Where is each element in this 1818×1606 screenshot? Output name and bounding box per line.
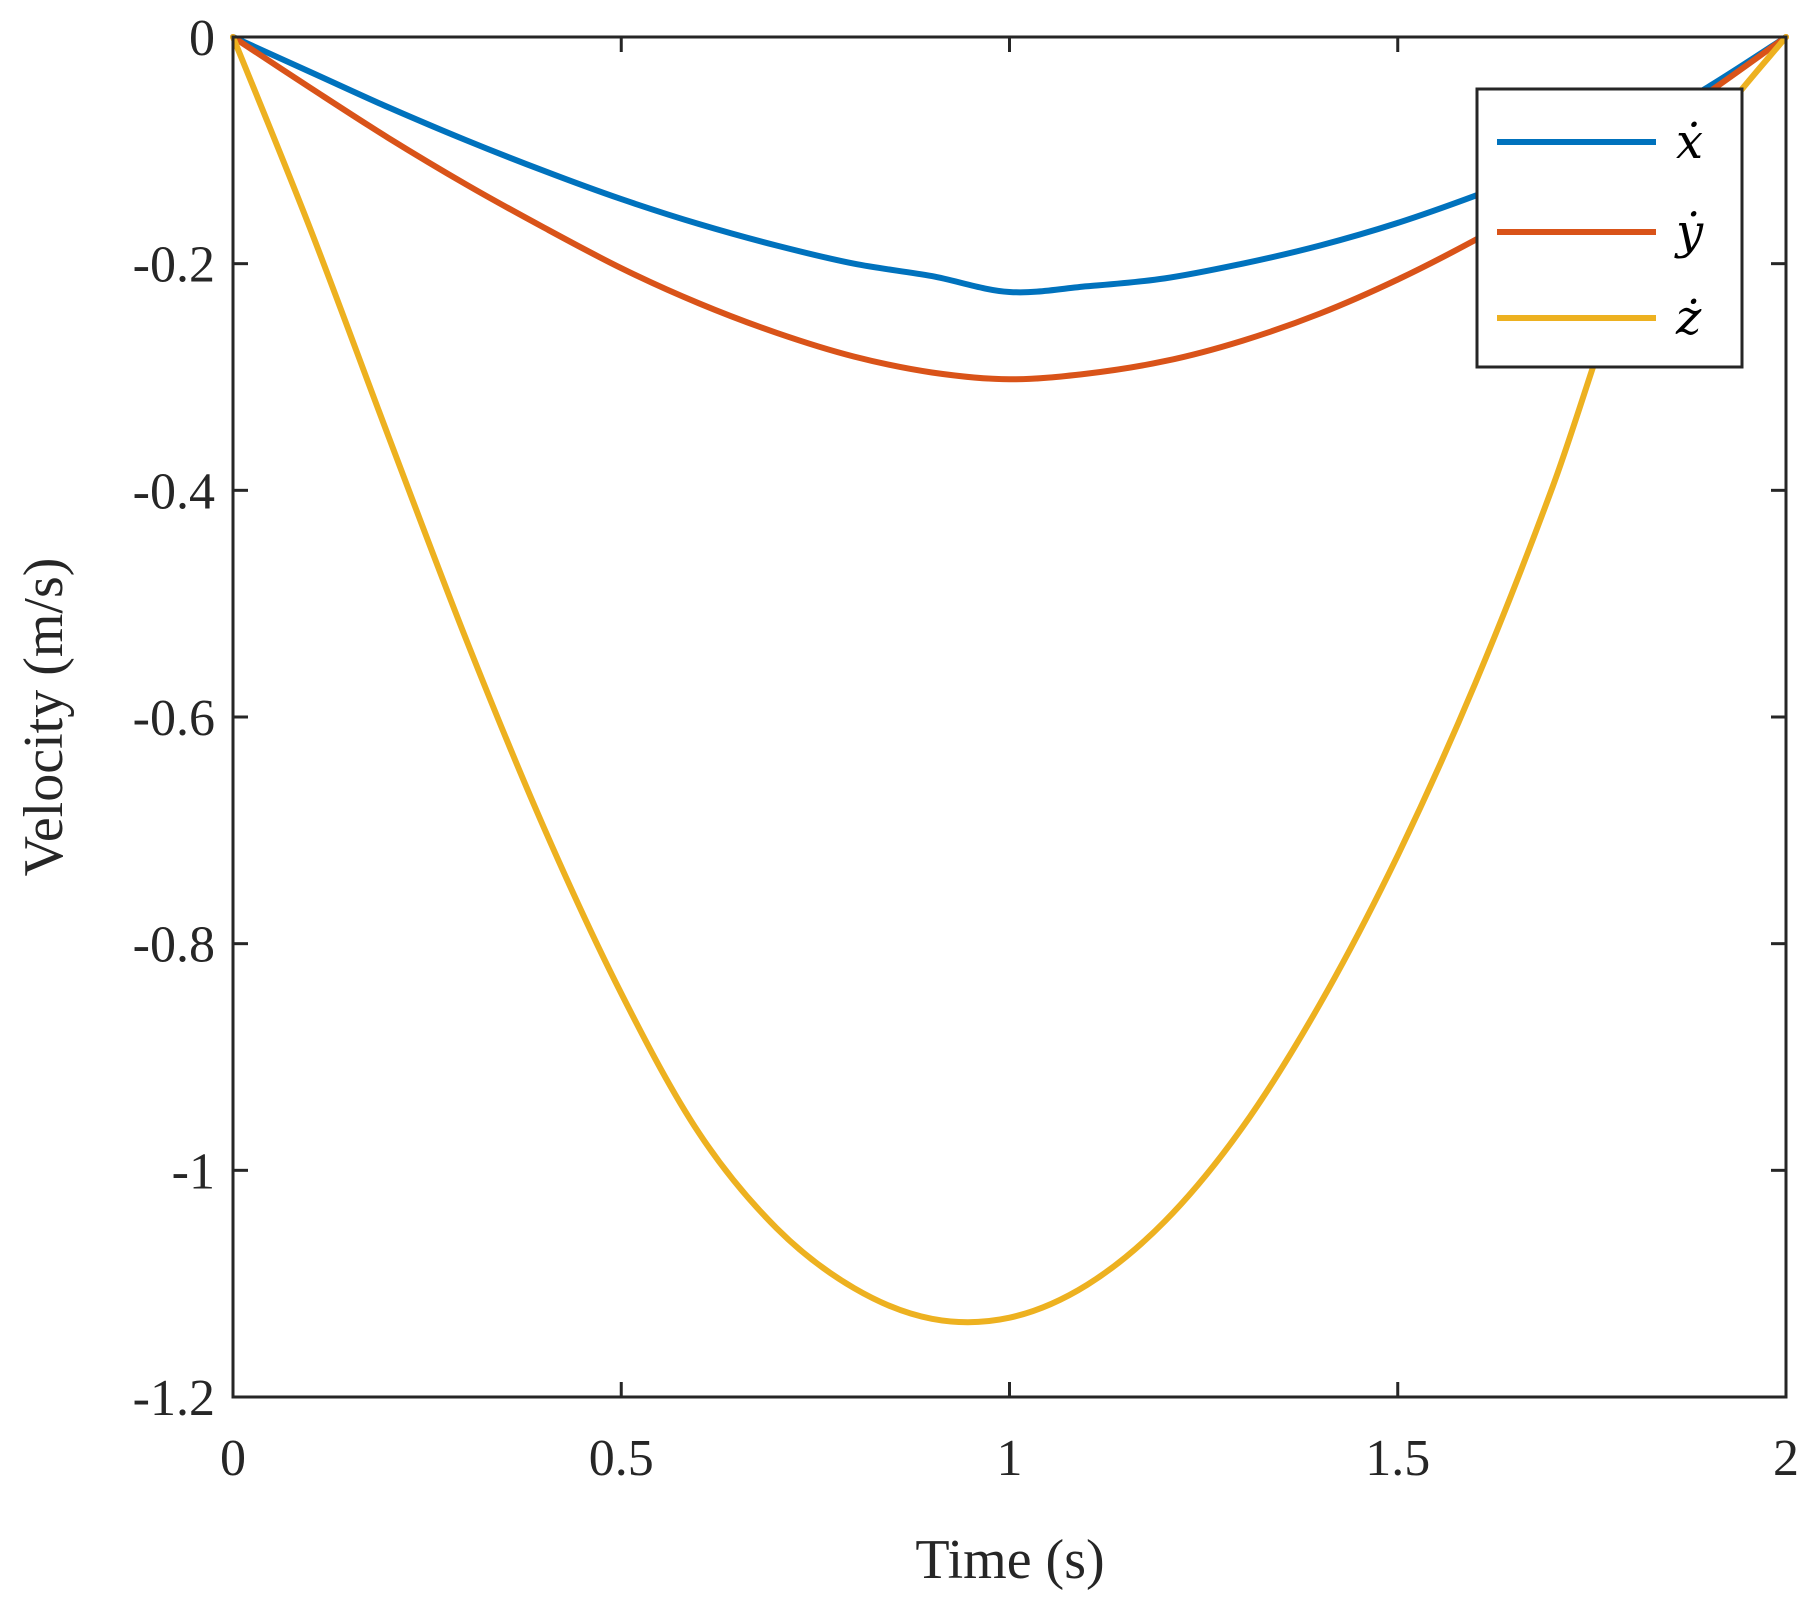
y-tick-label: -0.2 [133,237,215,294]
y-tick-label: -0.8 [133,917,215,974]
plot-frame [231,35,1788,1399]
y-axis-title: Velocity (m/s) [13,558,75,877]
legend-label-1: ẏ [1674,204,1704,260]
legend-label-0: ẋ [1676,114,1703,170]
x-axis-title: Time (s) [915,1529,1104,1591]
y-tick-label: -1.2 [133,1370,215,1427]
y-tick-label: -0.4 [133,463,215,520]
legend[interactable]: ẋẏż [1475,87,1744,369]
x-tick-label: 2 [1773,1430,1799,1487]
y-tick-label: 0 [189,10,215,67]
y-tick-label: -0.6 [133,690,215,747]
y-tick-label: -1 [172,1143,215,1200]
x-tick-label: 0.5 [589,1430,654,1487]
legend-label-2: ż [1675,290,1702,346]
series-line-2 [230,34,1789,1326]
x-tick-label: 0 [220,1430,246,1487]
x-tick-label: 1.5 [1365,1430,1430,1487]
tick-layer: 0 0.5 1 1.5 2 0 -0.2 -0.4 -0.6 -0.8 -1 -1.2 [133,10,1799,1487]
x-tick-label: 1 [997,1430,1023,1487]
